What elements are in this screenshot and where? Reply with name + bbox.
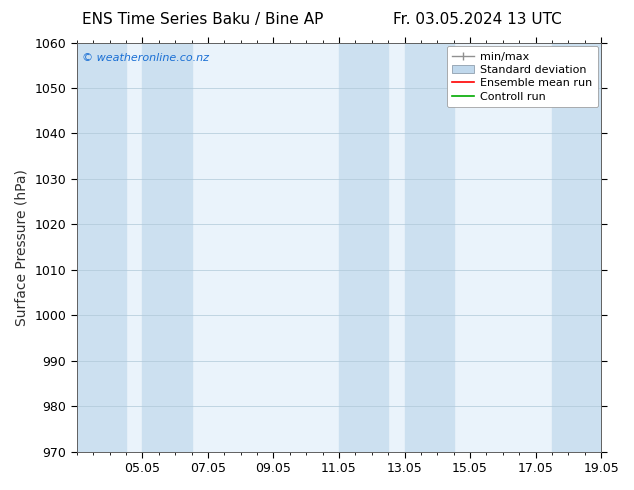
Bar [552, 43, 601, 452]
Bar [143, 43, 191, 452]
Bar [404, 43, 454, 452]
Text: ENS Time Series Baku / Bine AP: ENS Time Series Baku / Bine AP [82, 12, 324, 27]
Legend: min/max, Standard deviation, Ensemble mean run, Controll run: min/max, Standard deviation, Ensemble me… [446, 46, 598, 107]
Bar [339, 43, 388, 452]
Text: Fr. 03.05.2024 13 UTC: Fr. 03.05.2024 13 UTC [393, 12, 562, 27]
Y-axis label: Surface Pressure (hPa): Surface Pressure (hPa) [15, 169, 29, 325]
Text: © weatheronline.co.nz: © weatheronline.co.nz [82, 53, 209, 63]
Bar [77, 43, 126, 452]
